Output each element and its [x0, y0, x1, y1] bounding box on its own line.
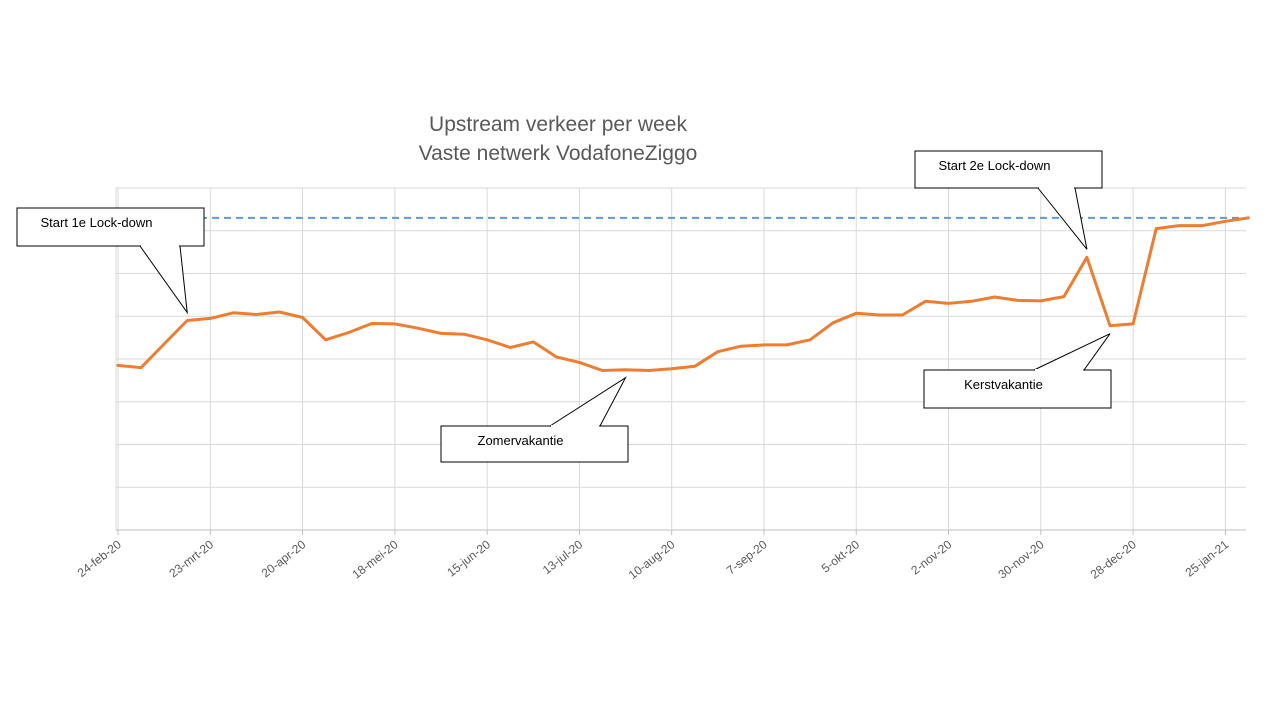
- x-tick-label: 20-apr-20: [259, 537, 309, 580]
- x-tick-label: 15-jun-20: [444, 537, 493, 579]
- chart-subtitle: Vaste netwerk VodafoneZiggo: [419, 142, 698, 165]
- x-axis: 24-feb-20 23-mrt-20 20-apr-20 18-mei-20 15-j…: [75, 529, 1246, 582]
- x-tick-label: 23-mrt-20: [167, 537, 217, 580]
- series-layer: [116, 216, 1250, 372]
- callout-pointer: [139, 245, 188, 315]
- callout-box: [16, 207, 205, 247]
- callout-pointer: [1033, 333, 1111, 371]
- callout-label: Zomervakantie: [478, 433, 564, 448]
- x-tick-label: 28-dec-20: [1088, 537, 1139, 582]
- callout-box: [914, 150, 1103, 189]
- callout-label: Start 2e Lock-down: [938, 158, 1050, 173]
- chart-title: Upstream verkeer per week: [429, 113, 687, 136]
- x-tick-label: 30-nov-20: [995, 537, 1046, 582]
- x-tick-label: 25-jan-21: [1183, 537, 1232, 579]
- gridlines: [115, 187, 1246, 530]
- callout-label: Start 1e Lock-down: [40, 215, 152, 230]
- callouts: Start 1e Lock-down Zomervakantie Start 2e …: [16, 150, 1112, 463]
- x-tick-label: 5-okt-20: [819, 537, 863, 575]
- x-tick-label: 18-mei-20: [349, 537, 400, 581]
- callout-label: Kerstvakantie: [964, 377, 1043, 392]
- x-tick-label: 10-aug-20: [626, 537, 678, 582]
- x-tick-label: 13-jul-20: [540, 537, 586, 577]
- x-tick-label: 24-feb-20: [75, 537, 124, 580]
- callout-box: [440, 425, 629, 463]
- x-tick-label: 2-nov-20: [908, 537, 954, 577]
- callout-box: [923, 369, 1112, 409]
- x-tick-label: 7-sep-20: [724, 537, 770, 577]
- series-line: [116, 216, 1250, 372]
